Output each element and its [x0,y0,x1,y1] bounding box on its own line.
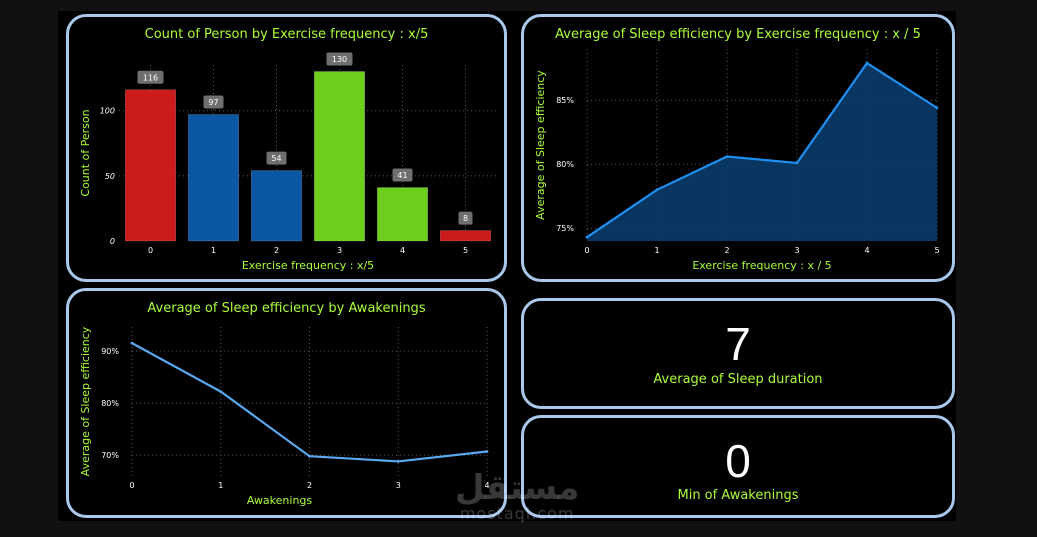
min-awakenings-card[interactable]: 0 Min of Awakenings [521,415,955,518]
line-point [130,341,134,345]
area-point [585,235,589,239]
bar-chart: 0 50 100 116 0 97 1 54 2 130 3 41 4 8 5 Exercise freque… [79,52,497,272]
line-y-axis-label: Average of Sleep efficiency [79,326,92,476]
line-y-tick-label: 80% [101,399,119,408]
bar-x-tick-label: 3 [337,246,342,255]
bar-5 [439,230,491,242]
bar-label-box-5 [458,211,473,225]
mostaql-watermark: مستقل mostaql.com [455,470,579,522]
bar-x-tick-label: 2 [274,246,279,255]
bar-x-tick-label: 4 [400,246,405,255]
bar-x-tick-label: 5 [463,246,468,255]
area-x-tick-label: 0 [584,246,589,255]
bar-0 [124,89,177,242]
area-x-tick-label: 2 [724,246,729,255]
line-point [485,450,489,453]
area-y-tick-label: 85% [556,96,574,105]
bar-data-label: 97 [208,98,218,107]
line-y-tick-label: 90% [101,347,119,356]
area-point [795,161,799,165]
bar-data-label: 8 [463,214,468,223]
bar-label-box-4 [392,168,413,182]
bar-x-tick-label: 1 [211,246,216,255]
bar-label-box-2 [266,151,287,165]
sleep-duration-label: Average of Sleep duration [653,372,823,387]
watermark-arabic: مستقل [455,468,580,508]
line-x-axis-label: Awakenings [247,494,313,507]
line-x-tick-label: 0 [129,481,134,490]
area-chart: 75% 80% 85% 0 1 2 3 4 5 Exercise frequency : x / … [534,49,940,272]
line-x-tick-label: 2 [307,481,312,490]
bar-label-box-3 [326,52,353,66]
line-point [219,390,223,394]
line-chart-panel[interactable]: Average of Sleep efficiency by Awakening… [66,288,507,518]
bar-3 [314,71,366,242]
area-series-line [586,61,938,239]
area-chart-title: Average of Sleep efficiency by Exercise … [555,27,921,42]
area-point [865,61,869,65]
area-x-axis-label: Exercise frequency : x / 5 [692,259,831,272]
bar-label-box-1 [203,95,224,109]
min-awakenings-value: 0 [725,435,751,487]
area-point [935,106,939,110]
area-fill [587,63,937,241]
bar-data-label: 41 [397,171,407,180]
area-x-tick-label: 5 [934,246,939,255]
bar-x-axis-label: Exercise frequency : x/5 [242,259,374,272]
area-point [655,188,659,192]
watermark-latin: mostaql.com [459,504,575,523]
line-x-tick-label: 3 [396,481,401,490]
sleep-duration-value: 7 [725,318,751,370]
sleep-duration-card[interactable]: 7 Average of Sleep duration [521,298,955,409]
area-y-tick-label: 80% [556,160,574,169]
line-x-tick-label: 4 [484,481,489,490]
bar-data-label: 54 [271,154,281,163]
area-chart-panel[interactable]: Average of Sleep efficiency by Exercise … [521,14,955,282]
bar-label-box-0 [137,70,164,84]
line-chart-title: Average of Sleep efficiency by Awakening… [147,301,426,316]
bar-data-label: 116 [143,73,158,82]
area-x-tick-label: 4 [864,246,869,255]
min-awakenings-label: Min of Awakenings [677,488,799,503]
bar-chart-title: Count of Person by Exercise frequency : … [144,27,429,42]
bar-y-tick-label: 100 [100,107,115,116]
line-x-tick-label: 1 [218,481,223,490]
bar-4 [376,187,428,242]
line-point [308,454,311,458]
area-x-tick-label: 1 [654,246,659,255]
bar-2 [251,170,303,242]
area-y-axis-label: Average of Sleep efficiency [534,70,547,220]
bar-x-tick-label: 0 [148,246,153,255]
line-y-tick-label: 70% [101,451,119,460]
bar-y-tick-label: 0 [110,237,115,246]
bar-y-tick-label: 50 [105,172,115,181]
line-point [396,460,400,463]
area-point [725,155,729,158]
line-chart: 70% 80% 90% 0 1 2 3 4 Awakenings Average of Sleep… [79,326,490,507]
bar-1 [188,114,240,242]
area-x-tick-label: 3 [794,246,799,255]
area-y-tick-label: 75% [556,224,574,233]
bar-data-label: 130 [332,55,347,64]
bar-y-axis-label: Count of Person [79,109,92,196]
bar-chart-panel[interactable]: Count of Person by Exercise frequency : … [66,14,507,282]
